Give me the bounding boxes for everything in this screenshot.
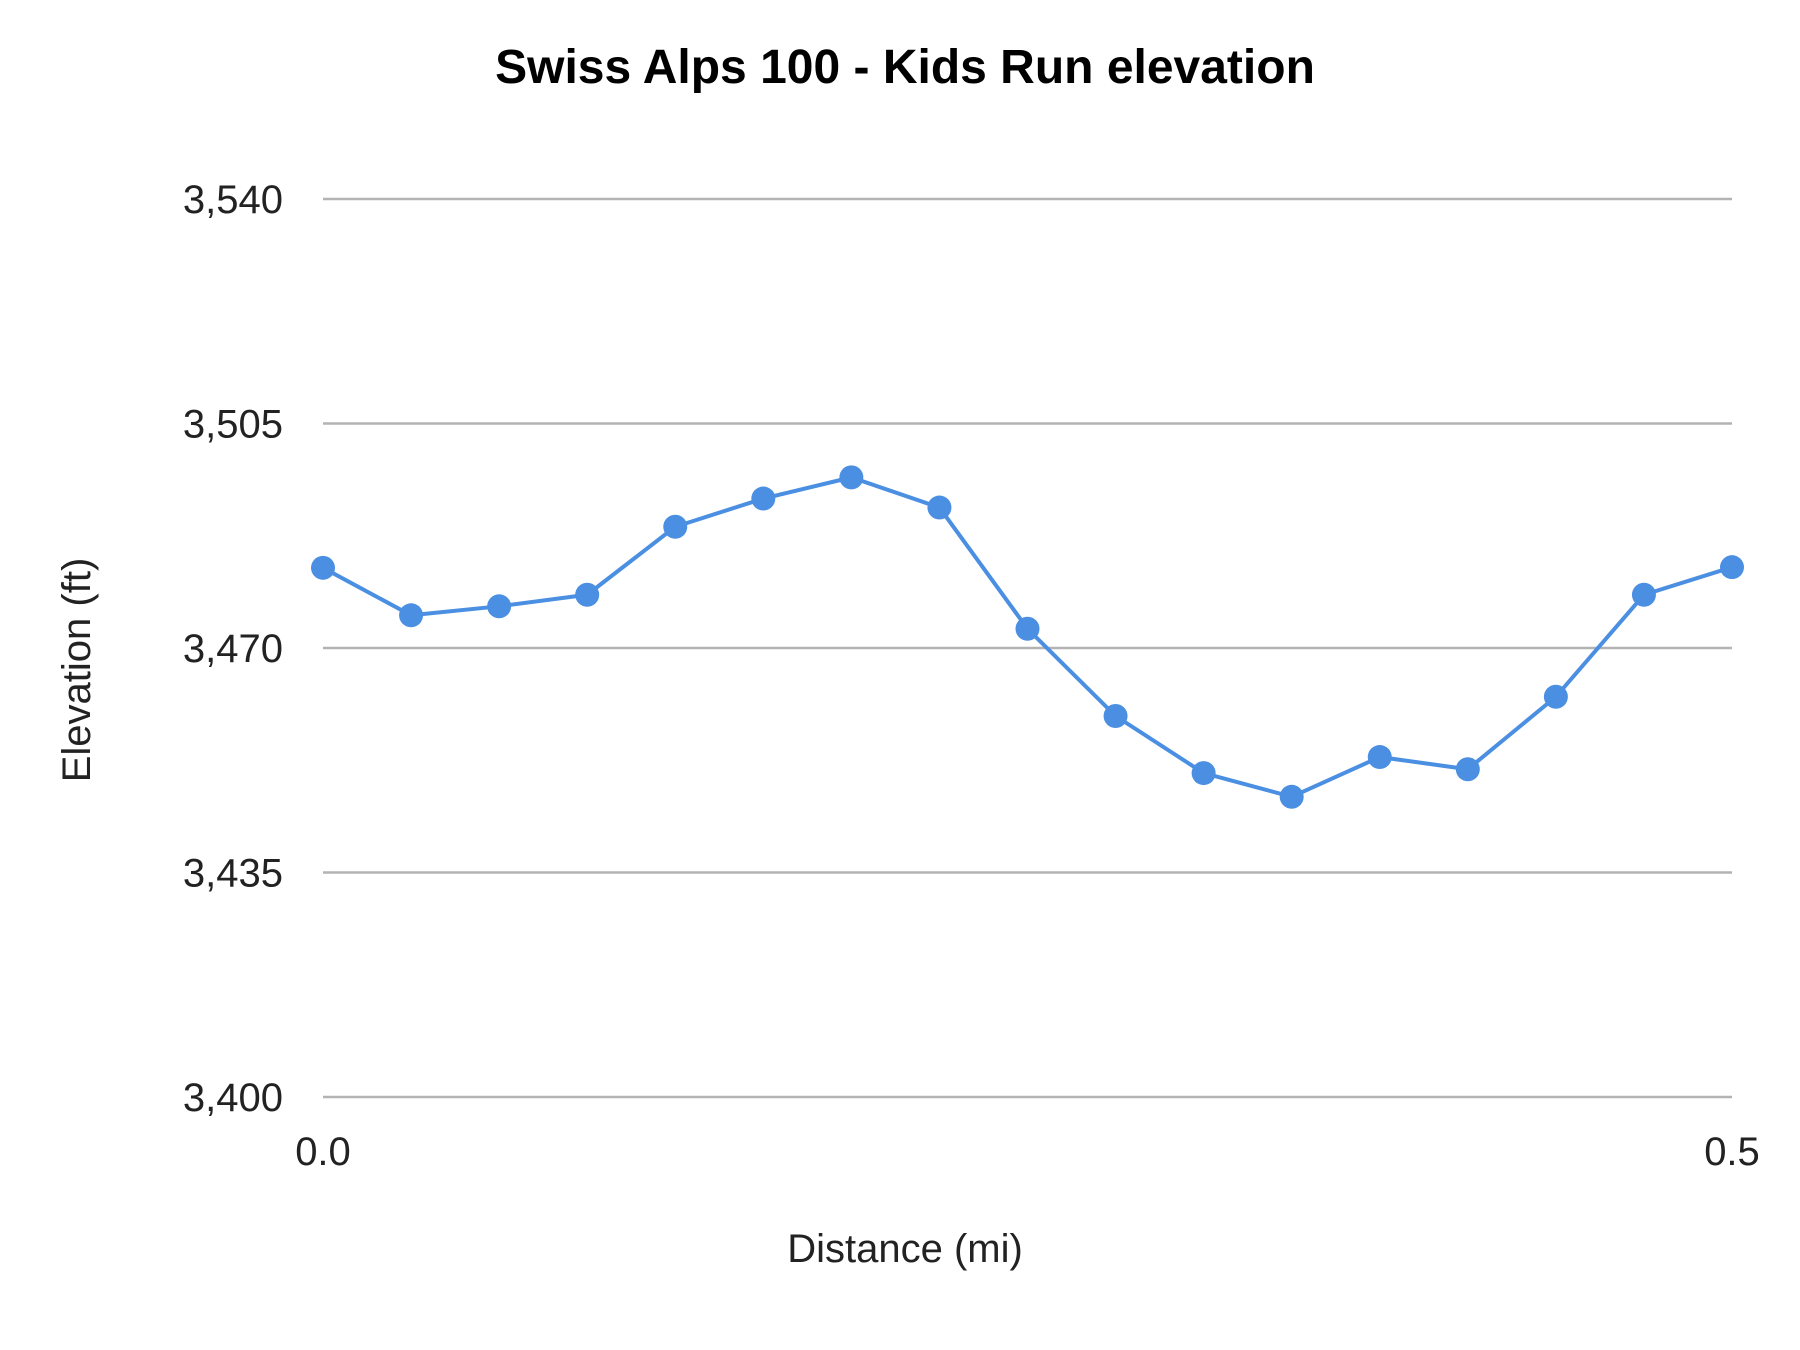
y-tick-label: 3,470	[183, 627, 283, 671]
data-point	[1367, 745, 1392, 770]
data-point	[575, 582, 600, 607]
y-tick-label: 3,400	[183, 1076, 283, 1120]
elevation-series	[311, 465, 1744, 809]
x-tick-label: 0.5	[1704, 1130, 1760, 1174]
data-point	[1279, 784, 1304, 809]
data-point	[1455, 757, 1480, 782]
data-point	[927, 495, 952, 520]
chart-title: Swiss Alps 100 - Kids Run elevation	[495, 41, 1315, 94]
data-point	[311, 555, 335, 580]
y-tick-label: 3,540	[183, 178, 283, 222]
data-point	[751, 486, 776, 511]
x-axis-label: Distance (mi)	[787, 1227, 1023, 1271]
y-tick-label: 3,435	[183, 852, 283, 896]
gridlines	[323, 197, 1732, 1099]
data-point	[663, 514, 688, 539]
x-tick-label: 0.0	[295, 1130, 351, 1174]
data-point	[399, 603, 424, 628]
data-point	[1103, 703, 1128, 728]
y-axis-ticks: 3,400 3,435 3,470 3,505 3,540	[183, 178, 283, 1120]
data-point	[1015, 616, 1040, 641]
data-point	[487, 594, 512, 619]
y-tick-label: 3,505	[183, 403, 283, 447]
data-point	[1720, 555, 1744, 580]
data-point	[839, 465, 864, 490]
data-point	[1191, 761, 1216, 786]
data-point	[1631, 582, 1656, 607]
x-axis-ticks: 0.0 0.5	[295, 1130, 1760, 1174]
y-axis-label: Elevation (ft)	[55, 558, 99, 783]
data-point	[1543, 684, 1568, 709]
